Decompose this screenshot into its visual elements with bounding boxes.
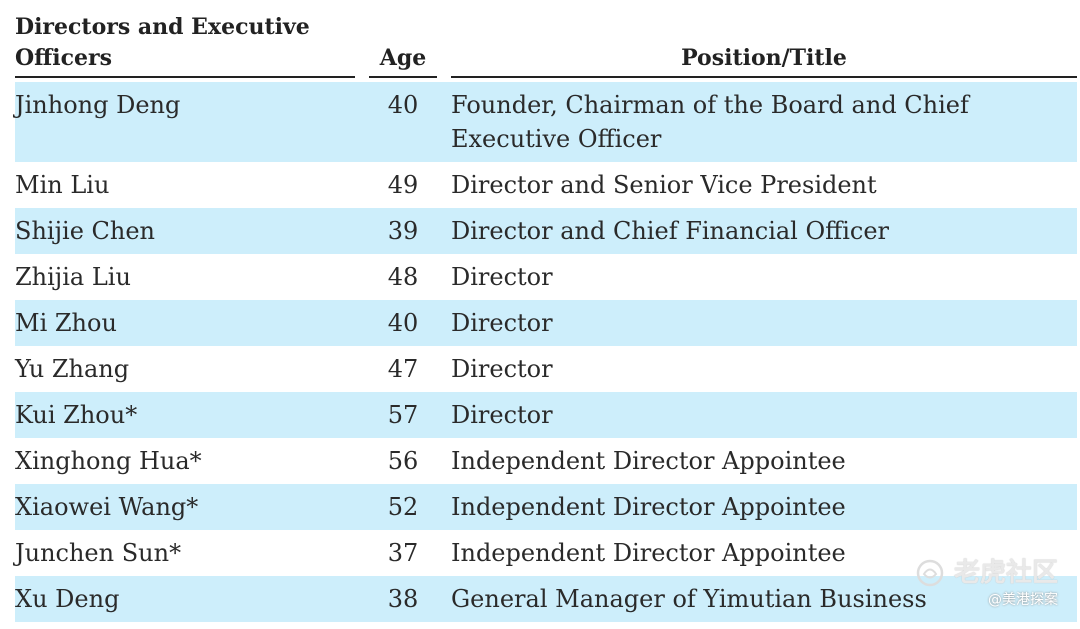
cell-age: 57 [387,401,419,429]
cell-name: Jinhong Deng [15,91,181,119]
cell-position: Director [451,355,553,383]
directors-table: Directors and Executive Officers Age Pos… [15,10,1077,622]
cell-name: Zhijia Liu [15,263,131,291]
cell-name: Yu Zhang [15,355,130,383]
cell-position: General Manager of Yimutian Business [451,585,927,613]
table-row: Jinhong Deng 40 Founder, Chairman of the… [15,82,1077,162]
table-row: Min Liu 49 Director and Senior Vice Pres… [15,162,1077,208]
cell-name: Xu Deng [15,585,120,613]
cell-position: Independent Director Appointee [451,493,846,521]
cell-name: Shijie Chen [15,217,156,245]
cell-name: Kui Zhou* [15,401,138,429]
table-header: Directors and Executive Officers Age Pos… [15,10,1077,78]
cell-name: Xinghong Hua* [15,447,202,475]
cell-age: 48 [387,263,419,291]
cell-name: Xiaowei Wang* [15,493,199,521]
cell-name: Mi Zhou [15,309,117,337]
cell-position: Director and Chief Financial Officer [451,217,889,245]
cell-name: Min Liu [15,171,110,199]
cell-age: 47 [387,355,419,383]
table-row: Yu Zhang 47 Director [15,346,1077,392]
cell-age: 38 [387,585,419,613]
table-body: Jinhong Deng 40 Founder, Chairman of the… [15,82,1077,622]
cell-name: Junchen Sun* [15,539,182,567]
cell-age: 39 [387,217,419,245]
cell-position: Director and Senior Vice President [451,171,877,199]
header-age: Age [369,43,437,78]
cell-position: Independent Director Appointee [451,539,846,567]
cell-age: 49 [387,171,419,199]
cell-age: 40 [387,91,419,119]
cell-position: Independent Director Appointee [451,447,846,475]
header-position: Position/Title [451,43,1077,78]
cell-position: Founder, Chairman of the Board and Chief… [451,91,969,153]
table-row: Zhijia Liu 48 Director [15,254,1077,300]
table-row: Junchen Sun* 37 Independent Director App… [15,530,1077,576]
table-row: Xiaowei Wang* 52 Independent Director Ap… [15,484,1077,530]
cell-age: 40 [387,309,419,337]
table-row: Mi Zhou 40 Director [15,300,1077,346]
header-name: Directors and Executive Officers [15,12,355,78]
cell-position: Director [451,309,553,337]
table-row: Kui Zhou* 57 Director [15,392,1077,438]
cell-age: 56 [387,447,419,475]
table-row: Shijie Chen 39 Director and Chief Financ… [15,208,1077,254]
cell-age: 52 [387,493,419,521]
table-row: Xinghong Hua* 56 Independent Director Ap… [15,438,1077,484]
cell-position: Director [451,263,553,291]
table-row: Xu Deng 38 General Manager of Yimutian B… [15,576,1077,622]
cell-age: 37 [387,539,419,567]
cell-position: Director [451,401,553,429]
